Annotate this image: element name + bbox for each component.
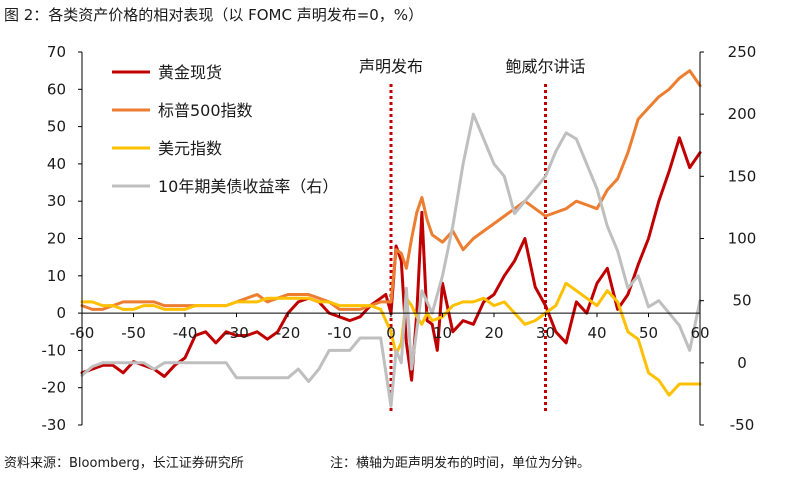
y2-tick-label: 0	[737, 354, 747, 372]
y-tick-label: -10	[42, 341, 67, 359]
source-note: 资料来源：Bloomberg，长江证券研究所	[4, 456, 244, 471]
annotation-layer: 声明发布 鲍威尔讲话	[359, 57, 586, 413]
y2-tick-label: 50	[732, 292, 751, 310]
y2-tick-label: -50	[730, 416, 755, 434]
series-line-3	[80, 112, 702, 408]
x-tick-label: -20	[276, 324, 301, 342]
y-tick-label: -20	[42, 379, 67, 397]
x-tick-label: -50	[121, 324, 146, 342]
legend-label-2: 美元指数	[158, 139, 222, 158]
x-tick-label: 0	[386, 324, 396, 342]
y-tick-label: 50	[47, 118, 66, 136]
x-tick-label: -40	[173, 324, 198, 342]
axis-note: 注：横轴为距声明发布的时间，单位为分钟。	[330, 456, 591, 471]
y-tick-label: 40	[47, 155, 66, 173]
x-tick-label: -10	[327, 324, 352, 342]
y2-tick-label: 250	[728, 43, 757, 61]
axes-layer: -30-20-10010203040506070-500501001502002…	[42, 43, 757, 434]
annotation-label-speech: 鲍威尔讲话	[505, 57, 585, 76]
legend-label-0: 黄金现货	[158, 63, 222, 82]
x-tick-label: 30	[536, 324, 555, 342]
annotation-label-statement: 声明发布	[359, 57, 423, 76]
x-tick-label: 60	[690, 324, 709, 342]
y-tick-label: -30	[42, 416, 67, 434]
x-tick-label: -60	[70, 324, 95, 342]
y-tick-label: 20	[47, 230, 66, 248]
x-tick-label: 50	[639, 324, 658, 342]
y-tick-label: 60	[47, 80, 66, 98]
y2-tick-label: 100	[728, 230, 757, 248]
x-tick-label: 40	[587, 324, 606, 342]
legend-label-3: 10年期美债收益率（右）	[158, 177, 338, 196]
x-tick-label: 20	[484, 324, 503, 342]
y2-tick-label: 150	[728, 167, 757, 185]
y2-tick-label: 200	[728, 105, 757, 123]
legend-label-1: 标普500指数	[158, 101, 253, 120]
y-tick-label: 10	[47, 267, 66, 285]
y-tick-label: 70	[47, 43, 66, 61]
y-tick-label: 30	[47, 192, 66, 210]
y-tick-label: 0	[56, 304, 66, 322]
x-tick-label: 10	[433, 324, 452, 342]
chart: 声明发布 鲍威尔讲话 -30 -20 -10 0 10 20 30 40 50 60 70 -50 0 50…	[42, 43, 757, 434]
x-tick-label: -30	[224, 324, 249, 342]
figure-title: 图 2：各类资产价格的相对表现（以 FOMC 声明发布=0，%）	[4, 6, 424, 24]
